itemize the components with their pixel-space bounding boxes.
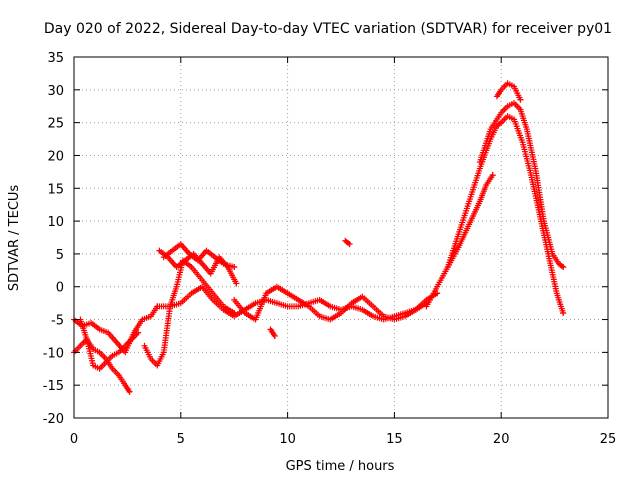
x-tick-label: 5 [177, 432, 185, 447]
series-track-m [493, 80, 524, 103]
series-track-i [267, 326, 278, 339]
axis-ticks: 0 5 10 15 20 25 -20 -15 -10 -5 0 5 10 15 20 25 30 35 [43, 51, 617, 447]
series-track-h [231, 283, 430, 323]
data-point [346, 241, 353, 248]
series-track-n [476, 99, 567, 271]
series-track-b [71, 336, 133, 395]
data-point [271, 332, 278, 339]
x-tick-label: 20 [493, 432, 510, 447]
series-track-c [77, 316, 142, 372]
y-tick-label: 0 [56, 281, 64, 296]
data-point [231, 264, 238, 271]
y-tick-label: 15 [47, 182, 64, 197]
series-track-f [160, 241, 238, 271]
data-point [517, 96, 524, 103]
x-tick-label: 10 [279, 432, 296, 447]
series-track-l [444, 172, 496, 271]
x-tick-label: 25 [600, 432, 617, 447]
data-point [233, 280, 240, 287]
y-tick-label: -10 [43, 346, 64, 361]
chart-title: Day 020 of 2022, Sidereal Day-to-day VTE… [44, 21, 612, 37]
plot-frame [73, 56, 609, 419]
y-tick-label: 35 [47, 51, 64, 66]
x-tick-label: 15 [386, 432, 403, 447]
y-tick-label: 20 [47, 149, 64, 164]
y-axis-label: SDTVAR / TECUs [7, 185, 22, 292]
data-point [126, 388, 133, 395]
data-point [560, 309, 567, 316]
series-track-j [342, 237, 353, 248]
data-point [489, 172, 496, 179]
y-tick-label: -5 [51, 314, 64, 329]
y-tick-label: 5 [56, 248, 64, 263]
data-point [560, 264, 567, 271]
y-tick-label: 25 [47, 117, 64, 132]
x-axis-label: GPS time / hours [286, 459, 395, 474]
x-tick-label: 0 [70, 432, 78, 447]
data-point [135, 329, 142, 336]
y-tick-label: -15 [43, 379, 64, 394]
y-tick-label: 10 [47, 215, 64, 230]
y-tick-label: 30 [47, 84, 64, 99]
data-series [71, 80, 567, 395]
y-tick-label: -20 [43, 412, 64, 427]
